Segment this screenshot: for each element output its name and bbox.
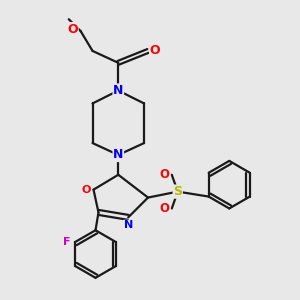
Text: N: N <box>113 148 124 161</box>
Text: O: O <box>160 202 170 215</box>
Text: S: S <box>173 185 182 198</box>
Text: O: O <box>82 184 91 195</box>
Text: N: N <box>113 84 124 97</box>
Text: O: O <box>68 22 78 36</box>
Text: N: N <box>124 220 133 230</box>
Text: O: O <box>150 44 160 57</box>
Text: O: O <box>160 168 170 181</box>
Text: F: F <box>63 237 71 247</box>
